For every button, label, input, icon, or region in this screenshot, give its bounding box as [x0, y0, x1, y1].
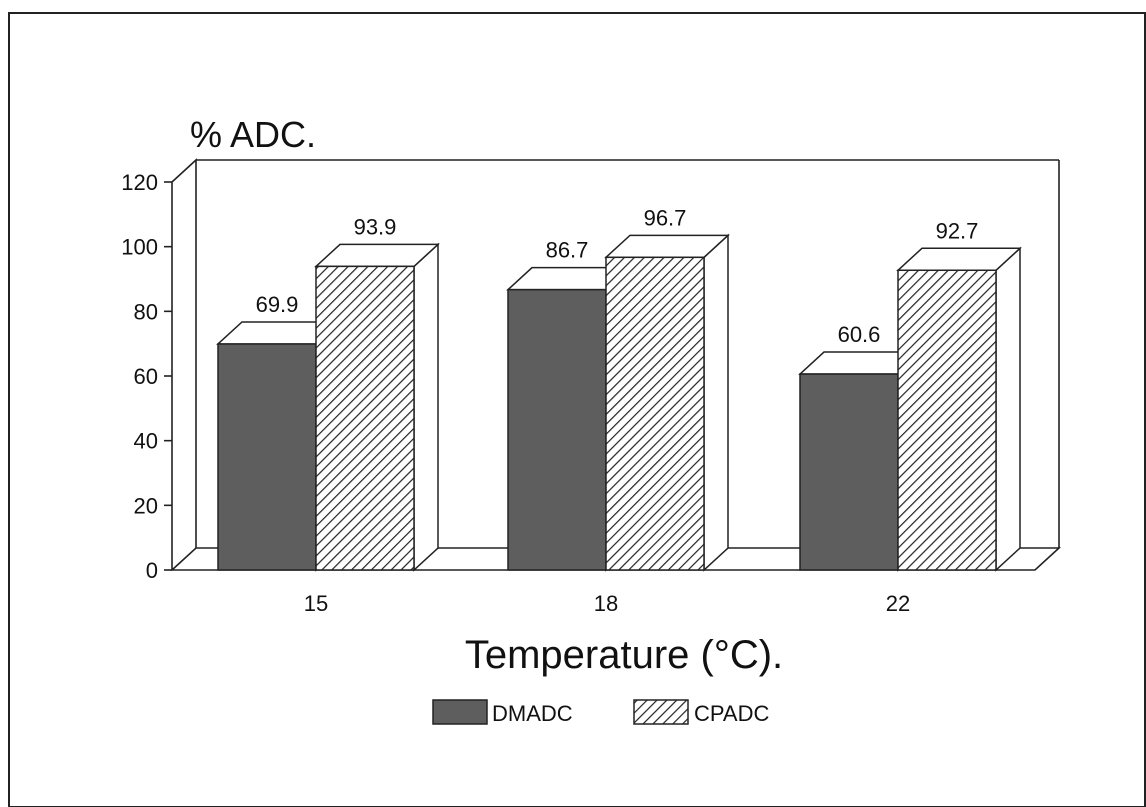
bar-value-label: 69.9 — [256, 292, 299, 317]
left-wall — [171, 158, 197, 570]
legend-label-cpadc: CPADC — [694, 701, 769, 726]
bar — [217, 343, 317, 571]
y-tick-label: 0 — [146, 558, 158, 583]
figure-frame — [8, 12, 1146, 807]
bar — [507, 288, 607, 571]
bar — [897, 269, 997, 571]
x-axis-title: Temperature (°C). — [465, 633, 783, 677]
bar-side — [703, 233, 729, 572]
x-tick-label: 15 — [304, 591, 328, 616]
x-tick-label: 18 — [594, 591, 618, 616]
bar-value-label: 93.9 — [354, 214, 397, 239]
bar — [799, 373, 899, 571]
bar — [315, 265, 415, 571]
y-tick-label: 40 — [134, 429, 158, 454]
x-axis-ticks: 15 18 22 — [304, 591, 910, 616]
bar-value-label: 60.6 — [838, 322, 881, 347]
bar-value-label: 92.7 — [936, 218, 979, 243]
y-tick-label: 60 — [134, 364, 158, 389]
bar — [605, 256, 705, 571]
y-tick-label: 100 — [121, 235, 158, 260]
y-axis-title: % ADC. — [190, 114, 316, 155]
y-tick-label: 120 — [121, 170, 158, 195]
x-tick-label: 22 — [886, 591, 910, 616]
legend: DMADC CPADC — [432, 699, 769, 726]
floor — [169, 547, 1062, 571]
legend-swatch-cpadc — [633, 699, 689, 725]
legend-label-dmadc: DMADC — [492, 701, 573, 726]
bar-value-label: 86.7 — [546, 238, 589, 263]
bar-side — [413, 242, 439, 572]
bar-side — [995, 246, 1021, 572]
legend-swatch-dmadc — [432, 699, 488, 725]
bar-value-label: 96.7 — [644, 205, 687, 230]
y-tick-label: 80 — [134, 299, 158, 324]
y-tick-label: 20 — [134, 493, 158, 518]
bars: 69.9 93.9 86.7 96.7 60.6 92.7 — [216, 205, 1022, 572]
y-axis-ticks: 0 20 40 60 80 100 120 — [121, 170, 172, 583]
